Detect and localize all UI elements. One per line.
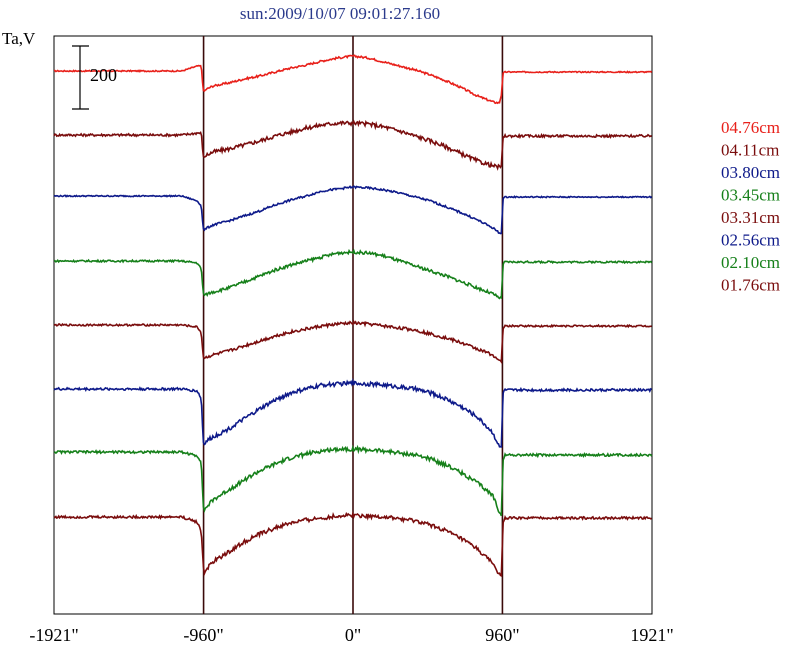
legend-entry: 03.45cm — [721, 186, 780, 205]
series-layer — [53, 54, 653, 578]
x-axis-ticks: -1921" -960" 0" 960" 1921" — [29, 625, 673, 645]
series-line-01.76cm — [53, 511, 653, 578]
series-line-02.56cm — [53, 377, 653, 448]
legend-entry: 02.10cm — [721, 253, 780, 272]
legend-entry: 04.76cm — [721, 118, 780, 137]
scale-bar-label: 200 — [90, 65, 117, 85]
x-tick-label: -960" — [183, 625, 223, 645]
series-line-04.11cm — [53, 119, 652, 171]
legend-entry: 03.31cm — [721, 208, 780, 227]
series-line-03.45cm — [53, 248, 653, 300]
series-line-04.76cm — [54, 54, 653, 105]
x-tick-label: 1921" — [630, 625, 673, 645]
legend-entry: 04.11cm — [721, 141, 779, 160]
legend-entry: 02.56cm — [721, 231, 780, 250]
x-tick-label: 0" — [345, 625, 361, 645]
legend-entry: 03.80cm — [721, 163, 780, 182]
legend: 04.76cm 04.11cm 03.80cm 03.45cm 03.31cm 02.56… — [721, 118, 780, 295]
series-line-02.10cm — [53, 444, 653, 517]
x-tick-label: 960" — [485, 625, 519, 645]
chart-title: sun:2009/10/07 09:01:27.160 — [240, 4, 440, 23]
series-line-03.31cm — [53, 319, 652, 365]
scale-bar: 200 — [72, 45, 117, 110]
series-line-03.80cm — [53, 185, 653, 235]
legend-entry: 01.76cm — [721, 276, 780, 295]
y-axis-label: Ta,V — [2, 29, 36, 48]
x-tick-label: -1921" — [29, 625, 78, 645]
